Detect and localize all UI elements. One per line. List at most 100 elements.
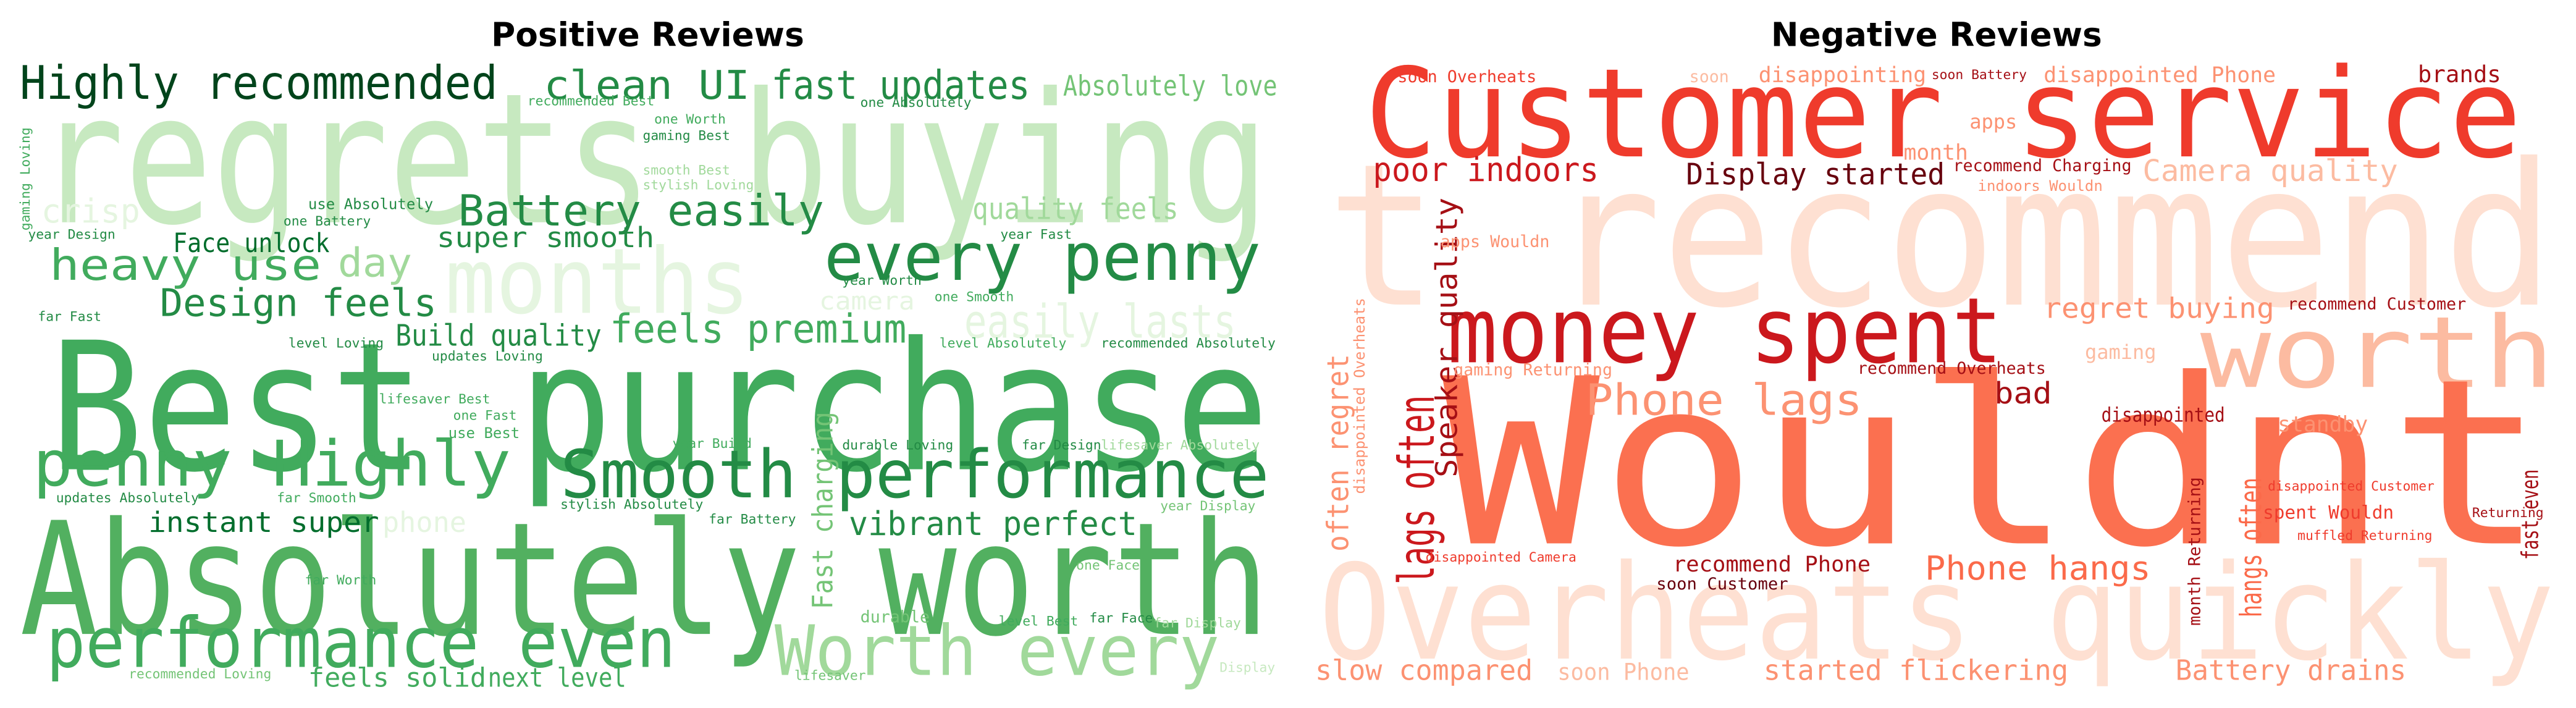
word: Battery drains xyxy=(2176,654,2407,687)
word: durable xyxy=(861,607,930,626)
word: lags often xyxy=(1388,395,1446,584)
word: fast even xyxy=(2517,470,2544,560)
word: worth xyxy=(2200,295,2555,410)
word: stylish Loving xyxy=(642,177,754,193)
word: crisp xyxy=(41,192,140,230)
word: Returning xyxy=(2472,505,2544,521)
word: clean UI xyxy=(544,63,749,109)
word: far Battery xyxy=(709,512,796,528)
word: Face unlock xyxy=(173,228,330,259)
word: Overheats quickly xyxy=(1318,537,2554,690)
word: disappointed Overheats xyxy=(1351,298,1368,494)
word: Absolutely worth xyxy=(20,489,1269,671)
word: next level xyxy=(488,662,626,693)
word: soon Phone xyxy=(1557,659,1689,686)
word: bad xyxy=(1994,376,2052,411)
word: recommended Best xyxy=(528,94,655,109)
word: poor indoors xyxy=(1373,150,1599,189)
word: recommend Overheats xyxy=(1858,359,2046,378)
word: hangs often xyxy=(2234,478,2268,618)
word: gaming Best xyxy=(642,129,730,144)
word: level Best xyxy=(999,614,1078,630)
word: recommended Absolutely xyxy=(1101,335,1276,351)
word: lifesaver Best xyxy=(379,392,490,407)
word: updates Absolutely xyxy=(56,491,199,506)
word: far Display xyxy=(1154,615,1241,631)
word: level Absolutely xyxy=(940,335,1067,351)
word: Display xyxy=(1219,660,1275,675)
word: slow compared xyxy=(1315,654,1533,687)
word: level Loving xyxy=(288,335,384,351)
word: updates Loving xyxy=(432,349,543,365)
chart-title: Negative Reviews xyxy=(1771,15,2102,54)
word: disappointed Camera xyxy=(1426,550,1576,565)
word: fast updates xyxy=(772,63,1030,109)
word: Absolutely love xyxy=(1063,70,1277,103)
word: stylish Absolutely xyxy=(560,497,703,513)
word: heavy use xyxy=(49,241,321,290)
word: Phone hangs xyxy=(1925,549,2151,588)
word: apps Wouldn xyxy=(1441,232,1550,251)
word: Design feels xyxy=(160,282,437,326)
word: day xyxy=(338,241,412,287)
word: soon xyxy=(1690,67,1729,86)
word: quality feels xyxy=(972,192,1178,226)
word: Display started xyxy=(1686,158,1945,192)
word: soon Battery xyxy=(1932,67,2027,83)
word: one Smooth xyxy=(935,290,1014,305)
word: Best purchase xyxy=(49,305,1269,512)
word: Customer service xyxy=(1365,42,2522,186)
word: use Best xyxy=(448,424,520,442)
word: Phone lags xyxy=(1586,376,1863,426)
word: one Worth xyxy=(654,112,726,127)
word: muffled Returning xyxy=(2297,528,2432,544)
word: Battery easily xyxy=(458,187,824,236)
word: disappointing xyxy=(1759,63,1926,88)
word: soon Customer xyxy=(1656,575,1788,594)
word: started flickering xyxy=(1764,654,2069,687)
word: Worth every xyxy=(775,612,1219,692)
word: gaming xyxy=(2085,340,2157,364)
word: instant super xyxy=(148,506,379,539)
word: phone xyxy=(382,506,466,539)
word: disappointed xyxy=(2102,403,2225,426)
word: disappointed Customer xyxy=(2268,479,2435,494)
word: one Face xyxy=(1076,558,1140,573)
word: year Fast xyxy=(1000,227,1072,242)
word: standby xyxy=(2278,412,2368,437)
word: recommend Charging xyxy=(1953,156,2132,175)
word: soon Overheats xyxy=(1397,67,1536,86)
word: Camera quality xyxy=(2142,154,2398,188)
word: vibrant perfect xyxy=(849,504,1137,543)
word: camera xyxy=(819,287,915,316)
word: money spent xyxy=(1447,278,2002,384)
word: Smooth performance xyxy=(560,437,1269,513)
word: far Worth xyxy=(305,573,377,588)
word: Build quality xyxy=(395,319,601,353)
word: Fast charging xyxy=(806,411,839,609)
word: one Absolutely xyxy=(861,95,972,111)
word: Highly recommended xyxy=(20,56,498,110)
word: indoors Wouldn xyxy=(1978,177,2103,195)
word: recommend Phone xyxy=(1673,552,1871,577)
word: brands xyxy=(2418,61,2501,88)
word: disappointed Phone xyxy=(2044,63,2276,88)
word: penny Highly xyxy=(33,428,511,500)
word: spent Wouldn xyxy=(2263,502,2394,523)
word: regret buying xyxy=(2044,292,2275,324)
word: year Design xyxy=(28,227,115,242)
word: one Fast xyxy=(453,408,517,424)
word: durable Loving xyxy=(842,438,953,453)
word: smooth Best xyxy=(642,163,730,179)
word: year Display xyxy=(1160,499,1255,514)
chart-title: Positive Reviews xyxy=(491,15,804,54)
word: every penny xyxy=(824,219,1261,296)
word: month xyxy=(1903,141,1968,166)
word: gaming Returning xyxy=(1454,361,1612,380)
word: one Battery xyxy=(284,214,371,229)
word: performance even xyxy=(46,603,676,683)
word: far Face xyxy=(1090,610,1153,626)
word: lifesaver xyxy=(794,668,866,684)
word: easily lasts xyxy=(964,295,1236,348)
